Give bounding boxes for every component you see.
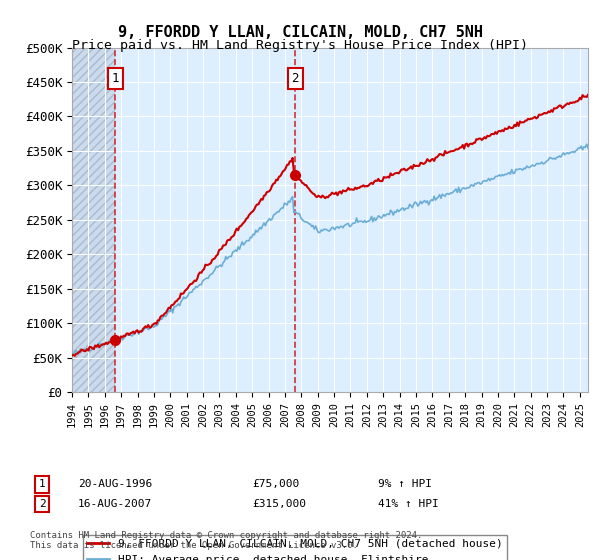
Text: 2: 2: [38, 499, 46, 509]
Text: 1: 1: [38, 479, 46, 489]
Text: £315,000: £315,000: [252, 499, 306, 509]
Text: 9% ↑ HPI: 9% ↑ HPI: [378, 479, 432, 489]
Text: 16-AUG-2007: 16-AUG-2007: [78, 499, 152, 509]
Text: £75,000: £75,000: [252, 479, 299, 489]
Text: 20-AUG-1996: 20-AUG-1996: [78, 479, 152, 489]
Text: 2: 2: [292, 72, 299, 85]
Text: 41% ↑ HPI: 41% ↑ HPI: [378, 499, 439, 509]
Text: 1: 1: [112, 72, 119, 85]
Bar: [72, 48, 115, 392]
Text: Contains HM Land Registry data © Crown copyright and database right 2024.
This d: Contains HM Land Registry data © Crown c…: [30, 531, 422, 550]
Text: 9, FFORDD Y LLAN, CILCAIN, MOLD, CH7 5NH: 9, FFORDD Y LLAN, CILCAIN, MOLD, CH7 5NH: [118, 25, 482, 40]
Legend: 9, FFORDD Y LLAN, CILCAIN, MOLD, CH7 5NH (detached house), HPI: Average price, d: 9, FFORDD Y LLAN, CILCAIN, MOLD, CH7 5NH…: [83, 535, 508, 560]
Text: Price paid vs. HM Land Registry's House Price Index (HPI): Price paid vs. HM Land Registry's House …: [72, 39, 528, 52]
